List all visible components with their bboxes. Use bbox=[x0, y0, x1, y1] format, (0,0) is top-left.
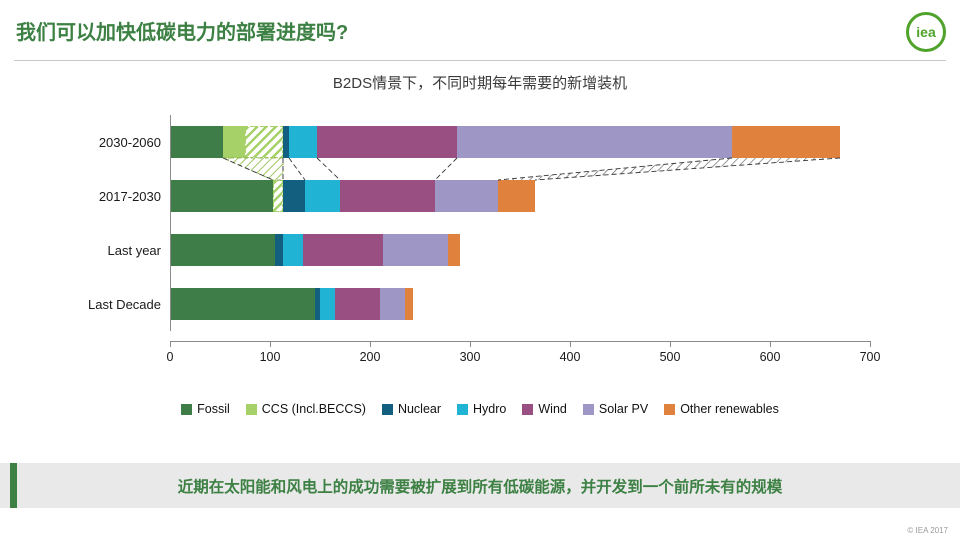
bar-segment-ccs bbox=[223, 126, 245, 158]
iea-logo-icon: iea bbox=[906, 12, 946, 52]
legend-label: Fossil bbox=[197, 402, 230, 416]
header-divider bbox=[14, 60, 946, 61]
bar-segment-wind bbox=[340, 180, 435, 212]
x-axis-tick-label: 200 bbox=[359, 350, 381, 364]
bar-segment-ccs-hatched bbox=[273, 180, 283, 212]
x-axis-tick bbox=[770, 342, 771, 347]
bar-row: Last year bbox=[0, 223, 960, 277]
bar-segment-hydro bbox=[283, 234, 303, 266]
bar-segment-fossil bbox=[170, 288, 315, 320]
y-axis-line bbox=[170, 115, 171, 331]
bar-segment-solar bbox=[457, 126, 732, 158]
x-axis-tick-label: 500 bbox=[659, 350, 681, 364]
bar-row: 2030-2060 bbox=[0, 115, 960, 169]
bar-segment-other bbox=[732, 126, 840, 158]
bar-segment-wind bbox=[335, 288, 380, 320]
legend-swatch-fossil bbox=[181, 403, 193, 415]
bar-segment-fossil bbox=[170, 126, 223, 158]
chart-title: B2DS情景下，不同时期每年需要的新增装机 bbox=[332, 75, 628, 92]
key-message-banner: 近期在太阳能和风电上的成功需要被扩展到所有低碳能源，并开发到一个前所未有的规模 bbox=[0, 463, 960, 508]
bar-row-label: Last Decade bbox=[88, 296, 161, 312]
legend-item: Nuclear bbox=[381, 402, 442, 416]
legend-swatch-ccs bbox=[245, 403, 257, 415]
legend-swatch-nuclear bbox=[381, 403, 393, 415]
legend-swatch-wind bbox=[522, 403, 534, 415]
bar-row-label: 2030-2060 bbox=[98, 134, 161, 150]
x-axis-tick-label: 100 bbox=[259, 350, 281, 364]
x-axis-tick-label: 600 bbox=[759, 350, 781, 364]
bar-segment-nuclear bbox=[283, 126, 289, 158]
legend-swatch-solar bbox=[582, 403, 594, 415]
legend-item: Solar PV bbox=[582, 402, 649, 416]
bar-segment-hydro bbox=[289, 126, 317, 158]
bar-segment-other bbox=[448, 234, 460, 266]
x-axis-tick-label: 300 bbox=[459, 350, 481, 364]
legend-label: Wind bbox=[538, 402, 567, 416]
x-axis-tick bbox=[870, 342, 871, 347]
bar-segment-solar bbox=[435, 180, 498, 212]
legend-label: Hydro bbox=[473, 402, 507, 416]
copyright-text: © IEA 2017 bbox=[907, 526, 948, 535]
bar-segment-solar bbox=[383, 234, 448, 266]
bar-segment-hydro bbox=[320, 288, 335, 320]
x-axis-tick bbox=[370, 342, 371, 347]
chart: B2DS情景下，不同时期每年需要的新增装机 2030-2060 2017-2030… bbox=[0, 66, 960, 416]
bar-track bbox=[170, 126, 870, 158]
legend-label: Other renewables bbox=[680, 402, 779, 416]
banner-text: 近期在太阳能和风电上的成功需要被扩展到所有低碳能源，并开发到一个前所未有的规模 bbox=[177, 478, 783, 496]
legend-swatch-other bbox=[664, 403, 676, 415]
bar-track bbox=[170, 180, 870, 212]
legend-item: Hydro bbox=[457, 402, 506, 416]
bar-segment-solar bbox=[380, 288, 405, 320]
legend-swatch-hydro bbox=[457, 403, 469, 415]
bar-segment-ccs-hatched bbox=[245, 126, 283, 158]
legend-item: Fossil bbox=[181, 402, 230, 416]
x-axis-tick-label: 700 bbox=[859, 350, 881, 364]
bar-segment-wind bbox=[317, 126, 457, 158]
bar-row: 2017-2030 bbox=[0, 169, 960, 223]
bar-segment-other bbox=[405, 288, 413, 320]
x-axis-tick-label: 0 bbox=[166, 350, 174, 364]
bar-segment-wind bbox=[303, 234, 383, 266]
bar-segment-fossil bbox=[170, 180, 273, 212]
bar-segment-nuclear bbox=[275, 234, 283, 266]
legend-item: Other renewables bbox=[664, 402, 779, 416]
chart-legend: Fossil CCS (Incl.BECCS) Nuclear Hydro Wind So… bbox=[0, 402, 960, 416]
bar-segment-nuclear bbox=[283, 180, 305, 212]
x-axis-tick bbox=[170, 342, 171, 347]
x-axis-tick bbox=[570, 342, 571, 347]
iea-logo-text: iea bbox=[916, 24, 936, 40]
bar-segment-other bbox=[498, 180, 535, 212]
legend-item: CCS (Incl.BECCS) bbox=[245, 402, 366, 416]
bar-row-label: Last year bbox=[107, 242, 161, 258]
legend-label: CCS (Incl.BECCS) bbox=[261, 402, 366, 416]
bar-rows: 2030-2060 2017-2030 Last year Last Decade bbox=[0, 115, 960, 331]
x-axis-tick bbox=[270, 342, 271, 347]
bar-segment-nuclear bbox=[315, 288, 320, 320]
legend-item: Wind bbox=[522, 402, 567, 416]
bar-track bbox=[170, 288, 870, 320]
x-axis-tick bbox=[670, 342, 671, 347]
x-axis: 0 100 200 300 400 500 600 700 bbox=[167, 341, 880, 376]
bar-segment-hydro bbox=[305, 180, 340, 212]
legend-label: Nuclear bbox=[397, 402, 442, 416]
bar-row: Last Decade bbox=[0, 277, 960, 331]
bar-segment-fossil bbox=[170, 234, 275, 266]
banner-accent-bar bbox=[10, 463, 17, 508]
bar-row-label: 2017-2030 bbox=[98, 188, 161, 204]
bar-track bbox=[170, 234, 870, 266]
page-title: 我们可以加快低碳电力的部署进度吗? bbox=[16, 22, 349, 44]
x-axis-tick-label: 400 bbox=[559, 350, 581, 364]
legend-label: Solar PV bbox=[598, 402, 649, 416]
x-axis-tick bbox=[470, 342, 471, 347]
